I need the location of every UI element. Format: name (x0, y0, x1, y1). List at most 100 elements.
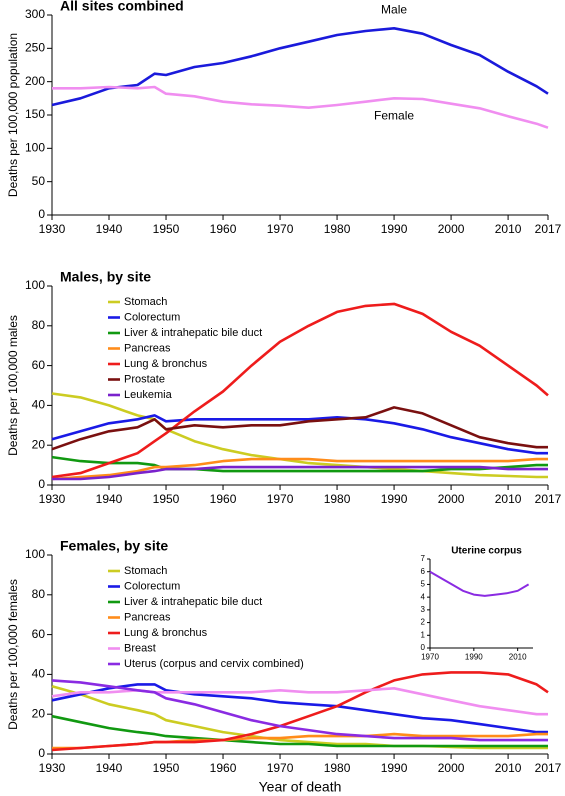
x-tick-label: 1940 (96, 222, 123, 236)
x-axis-label: Year of death (259, 779, 342, 795)
x-tick-label: 2017 (535, 492, 562, 506)
series-line (51, 455, 548, 473)
y-tick-label: 100 (25, 547, 45, 561)
legend-label: Pancreas (124, 611, 171, 623)
y-tick-label: 3 (421, 605, 426, 614)
y-tick-label: 150 (25, 107, 45, 121)
y-tick-label: 0 (38, 207, 45, 221)
series-line (51, 27, 549, 107)
y-tick-label: 100 (25, 141, 45, 155)
x-tick-label: 1930 (39, 222, 66, 236)
y-tick-label: 20 (32, 437, 46, 451)
x-tick-label: 2000 (438, 761, 465, 775)
x-tick-label: 1950 (153, 761, 180, 775)
x-tick-label: 2017 (535, 761, 562, 775)
x-tick-label: 2000 (438, 222, 465, 236)
x-tick-label: 1940 (96, 761, 123, 775)
x-tick-label: 2010 (495, 492, 522, 506)
x-tick-label: 1990 (465, 653, 483, 662)
x-tick-label: 1990 (381, 761, 408, 775)
y-tick-label: 100 (25, 278, 45, 292)
x-tick-label: 1980 (324, 761, 351, 775)
series-label: Female (374, 109, 414, 123)
y-axis-label: Deaths per 100,000 males (6, 315, 20, 456)
x-tick-label: 1930 (39, 492, 66, 506)
y-tick-label: 4 (421, 592, 426, 601)
series-line (51, 714, 548, 748)
legend-label: Stomach (124, 296, 167, 308)
series-line (51, 687, 548, 716)
legend-label: Liver & intrahepatic bile duct (124, 327, 262, 339)
legend-label: Liver & intrahepatic bile duct (124, 596, 262, 608)
x-tick-label: 1950 (153, 222, 180, 236)
series-line (51, 457, 548, 481)
x-tick-label: 1960 (210, 222, 237, 236)
legend-label: Breast (124, 642, 156, 654)
x-tick-label: 1930 (39, 761, 66, 775)
series-line (51, 302, 549, 479)
legend-label: Colorectum (124, 311, 180, 323)
x-tick-label: 1970 (421, 653, 439, 662)
x-tick-label: 1990 (381, 222, 408, 236)
series-line (51, 406, 548, 451)
inset-title: Uterine corpus (451, 546, 522, 557)
y-tick-label: 40 (32, 398, 46, 412)
legend-label: Colorectum (124, 580, 180, 592)
legend-label: Lung & bronchus (124, 627, 208, 639)
series-label: Male (381, 3, 407, 17)
y-tick-label: 200 (25, 74, 45, 88)
legend-label: Stomach (124, 565, 167, 577)
x-tick-label: 2010 (495, 222, 522, 236)
x-tick-label: 1970 (267, 222, 294, 236)
y-tick-label: 60 (32, 627, 46, 641)
legend-label: Lung & bronchus (124, 358, 208, 370)
y-tick-label: 250 (25, 41, 45, 55)
series-line (52, 85, 549, 129)
x-tick-label: 1960 (210, 492, 237, 506)
series-line (429, 570, 530, 597)
y-tick-label: 40 (32, 667, 46, 681)
y-tick-label: 80 (32, 587, 46, 601)
y-axis-label: Deaths per 100,000 females (6, 579, 20, 730)
y-tick-label: 0 (38, 746, 45, 760)
x-tick-label: 1970 (267, 492, 294, 506)
x-tick-label: 1960 (210, 761, 237, 775)
series-line (52, 465, 548, 481)
y-tick-label: 1 (421, 630, 426, 639)
y-tick-label: 20 (32, 706, 46, 720)
y-tick-label: 5 (421, 580, 426, 589)
y-tick-label: 0 (38, 477, 45, 491)
legend-label: Leukemia (124, 389, 173, 401)
x-tick-label: 2010 (495, 761, 522, 775)
y-tick-label: 300 (25, 7, 45, 21)
panel-title: Males, by site (60, 269, 151, 285)
panel-title: All sites combined (60, 0, 184, 14)
y-tick-label: 6 (421, 567, 426, 576)
y-tick-label: 50 (32, 174, 46, 188)
legend-label: Prostate (124, 373, 165, 385)
panel-title: Females, by site (60, 538, 168, 554)
x-tick-label: 2017 (535, 222, 562, 236)
y-tick-label: 80 (32, 318, 46, 332)
y-tick-label: 7 (421, 554, 426, 563)
legend-label: Uterus (corpus and cervix combined) (124, 658, 304, 670)
y-tick-label: 60 (32, 358, 46, 372)
series-line (51, 679, 548, 742)
x-tick-label: 2010 (509, 653, 527, 662)
x-tick-label: 1990 (381, 492, 408, 506)
series-line (51, 414, 548, 455)
series-line (51, 683, 548, 734)
y-axis-label: Deaths per 100,000 population (6, 33, 20, 197)
x-tick-label: 1940 (96, 492, 123, 506)
x-tick-label: 2000 (438, 492, 465, 506)
series-line (51, 671, 549, 752)
y-tick-label: 0 (421, 643, 426, 652)
y-tick-label: 2 (421, 618, 426, 627)
series-line (51, 685, 548, 750)
legend-label: Pancreas (124, 342, 171, 354)
x-tick-label: 1950 (153, 492, 180, 506)
x-tick-label: 1980 (324, 492, 351, 506)
x-tick-label: 1980 (324, 222, 351, 236)
